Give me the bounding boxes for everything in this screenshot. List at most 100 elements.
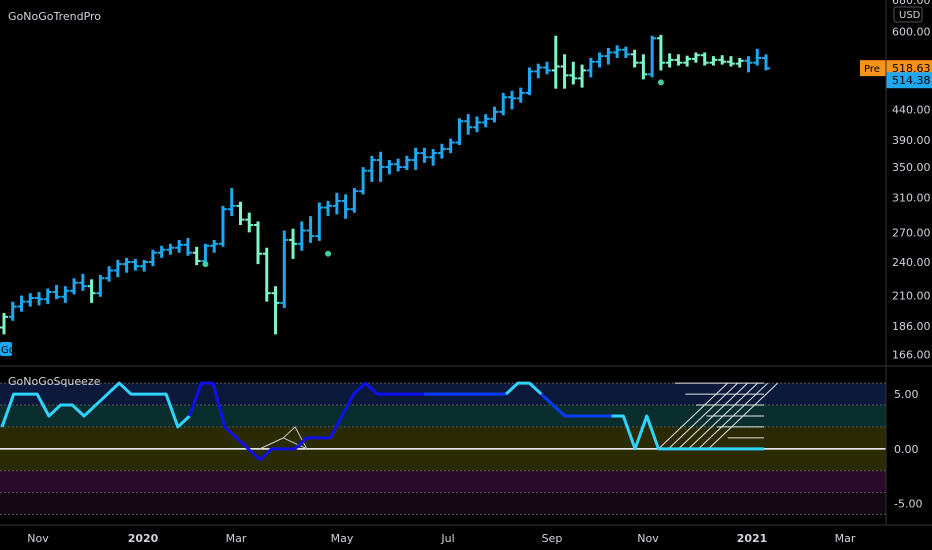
price-pane: Go (0, 34, 770, 356)
time-axis-tick-label: Nov (637, 532, 659, 545)
ohlc-bar (52, 285, 61, 300)
ohlc-bar (490, 106, 499, 123)
ohlc-bar (359, 167, 368, 195)
squeeze-line-segment (188, 381, 425, 462)
squeeze-line-segment (540, 392, 612, 418)
ohlc-bar (499, 92, 508, 116)
ohlc-bar (350, 188, 359, 213)
ohlc-bar (560, 54, 569, 89)
ohlc-bar (376, 151, 385, 182)
ohlc-bar (157, 245, 166, 258)
ohlc-bar (385, 159, 394, 175)
ohlc-bar (762, 54, 770, 71)
ohlc-bar (630, 49, 639, 68)
price-axis-tick-label: 350.00 (892, 161, 931, 174)
squeeze-line-segment (505, 381, 543, 396)
ohlc-bar (17, 295, 26, 312)
ohlc-bar (551, 35, 560, 89)
ohlc-bar (166, 243, 175, 255)
ohlc-bar (175, 239, 184, 253)
squeeze-pane (0, 381, 886, 516)
ohlc-bar (718, 55, 727, 65)
ohlc-bar (674, 54, 683, 66)
ohlc-bar (639, 54, 648, 80)
ohlc-bar (683, 55, 692, 67)
ohlc-bar (534, 63, 543, 79)
squeeze-fan-diagonal (658, 382, 729, 450)
ohlc-bar (324, 200, 333, 217)
ohlc-bar (464, 114, 473, 135)
ohlc-bar (735, 57, 744, 68)
ohlc-bar (753, 48, 762, 66)
pre-market-label: Pre 518.63 (860, 60, 932, 77)
ohlc-bar (315, 202, 324, 241)
ohlc-bar (332, 192, 341, 215)
ohlc-bar (210, 239, 219, 253)
price-axis-tick-label: 270.00 (892, 226, 931, 239)
ohlc-bar (595, 52, 604, 68)
currency-badge-box (893, 6, 923, 23)
ohlc-bar (271, 286, 280, 335)
ohlc-bar (429, 149, 438, 166)
ohlc-bar (394, 158, 403, 172)
go-dot-marker (657, 79, 664, 86)
ohlc-bar (297, 221, 306, 251)
ohlc-bar (43, 288, 52, 305)
squeeze-axis-tick-label: -5.00 (894, 498, 922, 511)
time-axis-tick-label: 2020 (128, 532, 159, 545)
ohlc-bar (70, 278, 79, 295)
ohlc-bar (218, 205, 227, 247)
ohlc-bar (578, 64, 587, 88)
ohlc-bar (402, 155, 411, 170)
ohlc-bar (78, 273, 87, 291)
ohlc-bar (726, 56, 735, 67)
ohlc-bar (420, 147, 429, 163)
ohlc-bar (35, 292, 44, 306)
ohlc-bar (411, 147, 420, 170)
squeeze-fan-diagonal (688, 382, 759, 450)
ohlc-bar (140, 259, 149, 272)
ohlc-bar (306, 216, 315, 243)
go-label-badge: Go (0, 342, 15, 356)
price-axis-tick-label: 680.00 (892, 0, 931, 7)
squeeze-pane-title: GoNoGoSqueeze (8, 375, 101, 388)
ohlc-bar (648, 35, 657, 78)
ohlc-bar (691, 52, 700, 63)
currency-badge-text: USD (899, 10, 921, 21)
squeeze-fan-diagonal (678, 382, 749, 450)
ohlc-bar (96, 274, 105, 297)
ohlc-bar (665, 53, 674, 68)
squeeze-band (0, 470, 886, 493)
ohlc-bar (87, 279, 96, 303)
squeeze-axis-tick-label: 5.00 (894, 388, 919, 401)
ohlc-bar (254, 221, 262, 265)
ohlc-bar (201, 243, 210, 265)
ohlc-bar (508, 90, 516, 110)
ohlc-bar (0, 312, 8, 335)
ohlc-bar (446, 138, 455, 154)
last-price-box (886, 72, 932, 89)
ohlc-bar (586, 57, 595, 78)
squeeze-fan-diagonal (698, 382, 769, 450)
last-price-text: 514.38 (892, 74, 931, 87)
price-axis-tick-label: 310.00 (892, 192, 931, 205)
ohlc-bar (131, 258, 140, 271)
last-price-label: 514.38 (886, 72, 932, 89)
ohlc-bar (26, 293, 35, 307)
time-axis-tick-label: Mar (226, 532, 247, 545)
ohlc-bar (105, 266, 114, 282)
time-axis-tick-label: Sep (542, 532, 563, 545)
ohlc-bar (245, 212, 254, 233)
go-label-box (0, 342, 12, 356)
squeeze-axis-tick-label: 0.00 (894, 443, 919, 456)
ohlc-bar (569, 61, 578, 85)
price-axis-tick-label: 390.00 (892, 134, 931, 147)
ohlc-bar (613, 45, 622, 58)
ohlc-bar (472, 116, 481, 133)
time-axis-tick-label: May (331, 532, 354, 545)
ohlc-bar (744, 56, 753, 73)
ohlc-bar (262, 247, 271, 302)
squeeze-fan-diagonal (708, 382, 779, 450)
time-axis-tick-label: 2021 (737, 532, 768, 545)
